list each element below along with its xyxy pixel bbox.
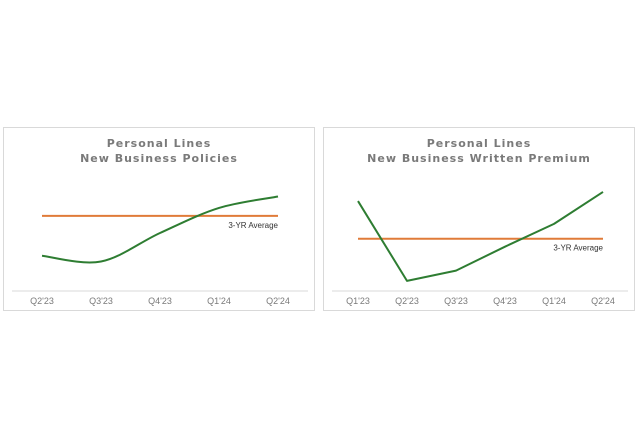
x-tick-label: Q4'23 [493,296,517,306]
line-chart-new-business-written-premium: Q1'23 Q2'23 Q3'23 Q4'23 Q1'24 Q2'24 3-YR Avera… [332,191,628,306]
series-label-3yr-average: 3-YR Average [228,221,278,230]
x-tick-label: Q2'24 [266,296,290,306]
x-tick-label: Q1'24 [207,296,231,306]
x-tick-label: Q2'23 [395,296,419,306]
chart-panel-new-business-policies: Personal Lines New Business Policies Q2'… [3,127,315,311]
x-tick-label: Q1'23 [346,296,370,306]
chart-panel-new-business-written-premium: Personal Lines New Business Written Prem… [323,127,635,311]
x-tick-label: Q4'23 [148,296,172,306]
x-tick-label: Q3'23 [444,296,468,306]
x-tick-label: Q2'24 [591,296,615,306]
chart-title-line2: New Business Written Premium [367,152,591,165]
series-line-main [357,191,604,282]
series-line-main [41,195,279,264]
chart-title-line1: Personal Lines [426,137,532,150]
x-tick-label: Q2'23 [30,296,54,306]
chart-title-line2: New Business Policies [80,152,238,165]
x-tick-label: Q1'24 [542,296,566,306]
x-tick-label: Q3'23 [89,296,113,306]
line-chart-new-business-policies: Q2'23 Q3'23 Q4'23 Q1'24 Q2'24 3-YR Average [12,195,308,306]
chart-title-line1: Personal Lines [106,137,212,150]
series-label-3yr-average: 3-YR Average [553,244,603,253]
